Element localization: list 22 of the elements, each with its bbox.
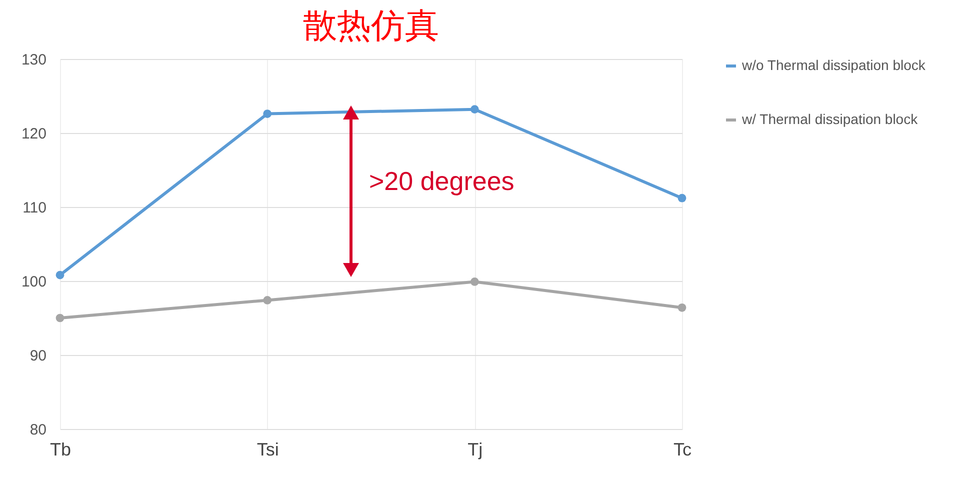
point (678, 194, 686, 202)
y-tick-label: 80 (30, 422, 46, 438)
x-tick-label: Tb (50, 440, 72, 460)
x-tick-label: Tsi (256, 440, 279, 460)
chart-title: 散热仿真 (303, 6, 439, 46)
point (470, 105, 479, 114)
annotation: >20 degrees (369, 166, 514, 196)
point (470, 278, 479, 286)
point (263, 110, 272, 118)
point (678, 303, 686, 312)
point (56, 314, 64, 322)
point (263, 296, 272, 304)
legend-label: w/o Thermal dissipation block (741, 57, 926, 73)
y-tick-label: 90 (30, 348, 46, 364)
y-tick-label: 120 (21, 126, 46, 142)
y-tick-label: 100 (21, 274, 46, 290)
legend-label: w/ Thermal dissipation block (741, 111, 919, 127)
y-tick-label: 110 (22, 200, 46, 216)
x-tick-label: Tc (674, 440, 692, 460)
y-tick-label: 130 (21, 52, 46, 68)
point (56, 270, 64, 280)
x-tick-label: Tj (468, 440, 483, 460)
